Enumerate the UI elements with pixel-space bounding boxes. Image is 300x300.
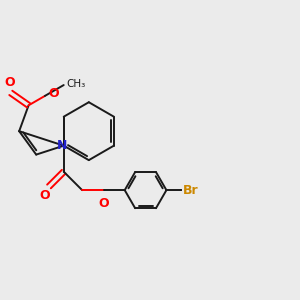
Text: O: O: [48, 87, 59, 100]
Text: CH₃: CH₃: [67, 79, 86, 88]
Text: N: N: [57, 139, 68, 152]
Text: O: O: [4, 76, 15, 89]
Text: O: O: [39, 189, 50, 203]
Text: O: O: [99, 196, 109, 209]
Text: Br: Br: [183, 184, 199, 196]
